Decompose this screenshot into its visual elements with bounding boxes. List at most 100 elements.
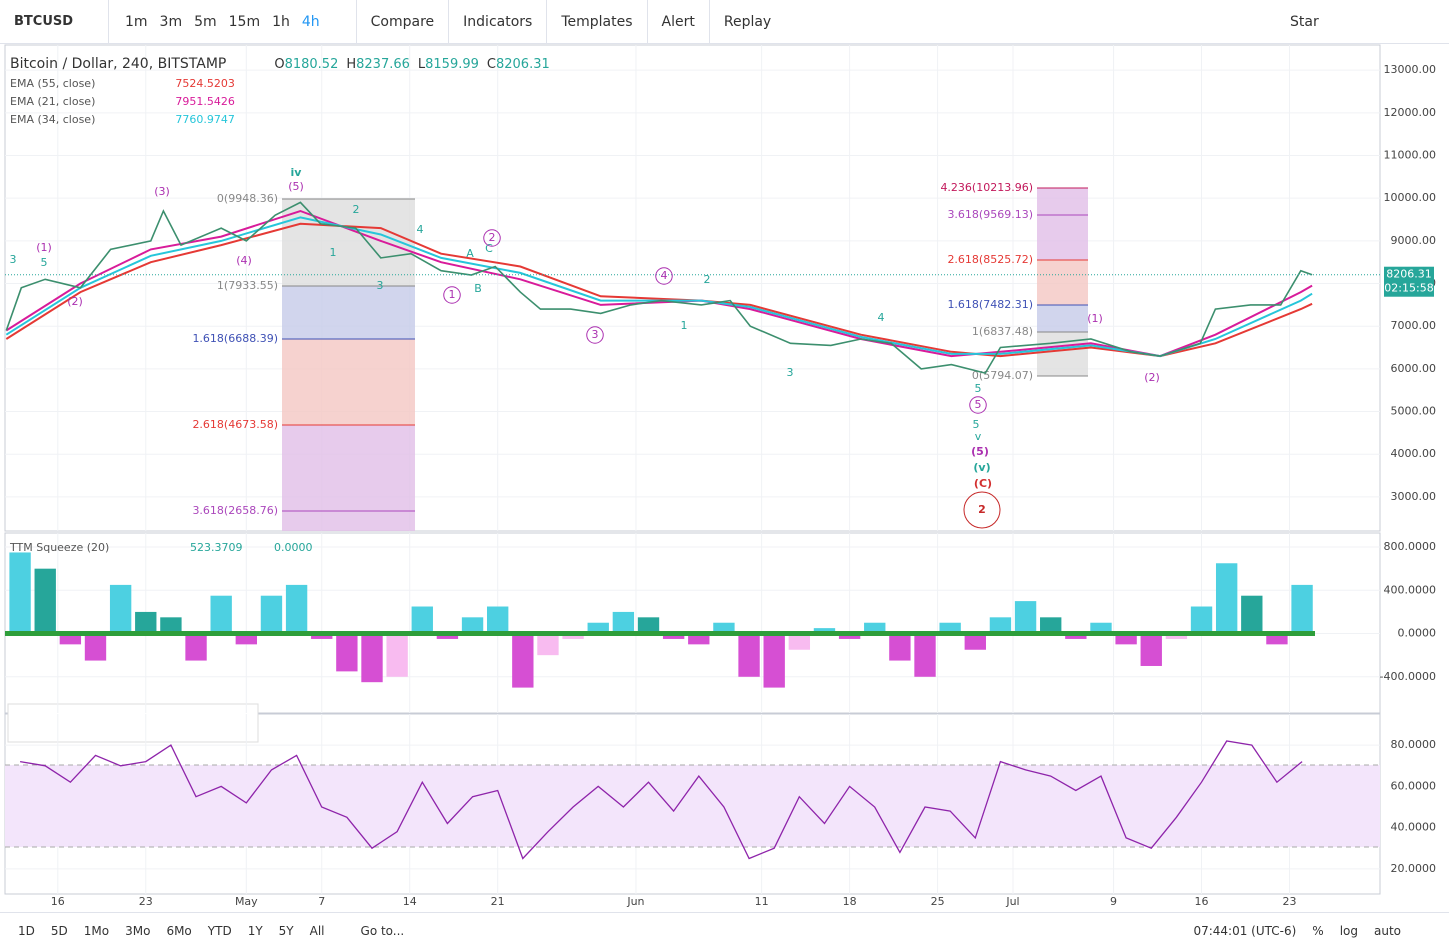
- interval[interactable]: 4h: [301, 13, 320, 30]
- option[interactable]: auto: [1373, 923, 1401, 938]
- y-tick-label: -400.0000: [1380, 670, 1436, 683]
- fib-label: 1(6837.48): [972, 325, 1033, 338]
- rsi-band: [5, 765, 1380, 847]
- range[interactable]: 6Mo: [166, 923, 192, 938]
- range[interactable]: 5Y: [278, 923, 294, 938]
- wave-label: (1): [1087, 312, 1103, 325]
- wave-label: (C): [974, 477, 992, 490]
- ohlc-value: 8180.52: [284, 57, 339, 72]
- wave-circle: [443, 286, 461, 304]
- wave-label: (5): [971, 445, 989, 458]
- range[interactable]: 1Y: [247, 923, 263, 938]
- buttons: Compare Indicators Templates Alert Replay: [355, 0, 786, 44]
- fib-label: 2.618(4673.58): [192, 418, 278, 431]
- range[interactable]: 1D: [18, 923, 35, 938]
- squeeze-bar: [411, 606, 433, 634]
- ranges: 1D 5D 1Mo 3Mo 6Mo YTD 1Y 5Y All: [0, 924, 333, 938]
- squeeze-bar: [1291, 584, 1313, 634]
- toolbar-button[interactable]: Compare: [355, 0, 449, 44]
- x-tick-label: 11: [755, 895, 769, 908]
- wave-label: (v): [973, 461, 990, 474]
- squeeze-bar: [989, 617, 1012, 634]
- toolbar-button[interactable]: Templates: [546, 0, 646, 44]
- y-tick-label: 9000.00: [1391, 234, 1437, 247]
- x-tick-label: May: [235, 895, 258, 908]
- interval[interactable]: 15m: [228, 13, 261, 30]
- fib-box: [1037, 260, 1088, 305]
- wave-label: C: [485, 242, 493, 255]
- price-pane: [4, 44, 1381, 532]
- symbol[interactable]: BTCUSD: [14, 14, 74, 29]
- x-tick-label: 7: [318, 895, 325, 908]
- fib-box: [282, 425, 415, 531]
- study-name: EMA (55, close): [10, 77, 96, 90]
- y-tick-label: 4000.00: [1391, 447, 1437, 460]
- wave-circle: [483, 229, 501, 247]
- wave-label: (3): [154, 185, 170, 198]
- toolbar-button[interactable]: Alert: [646, 0, 709, 44]
- range[interactable]: YTD: [207, 923, 232, 938]
- range[interactable]: 1Mo: [83, 923, 110, 938]
- wave-label: 3: [787, 366, 794, 379]
- interval[interactable]: 1h: [272, 13, 290, 30]
- ohlc-value: 8206.31: [495, 57, 550, 72]
- x-tick-label: 14: [403, 895, 417, 908]
- squeeze-bar: [939, 622, 961, 634]
- wave-label: 1: [449, 288, 456, 301]
- wave-label: 2: [489, 231, 496, 244]
- y-tick-label: 40.0000: [1391, 821, 1437, 834]
- wave-label: 3: [592, 328, 599, 341]
- wave-circle: [969, 396, 987, 414]
- options: % log auto: [1304, 924, 1449, 938]
- squeeze-name: TTM Squeeze (20): [9, 541, 109, 554]
- fib-box: [1037, 332, 1088, 376]
- y-tick-label: 6000.00: [1391, 362, 1437, 375]
- ohlc-key: O: [274, 57, 285, 72]
- fib-label: 2.618(8525.72): [947, 253, 1033, 266]
- study-name: EMA (34, close): [10, 113, 96, 126]
- star-button[interactable]: Star: [1290, 14, 1319, 30]
- squeeze-pane: [4, 532, 1381, 714]
- rsi-line: [19, 740, 1303, 860]
- toolbar-button[interactable]: Replay: [708, 0, 785, 44]
- countdown: 02:15:58: [1384, 282, 1433, 295]
- fib-box: [282, 286, 415, 339]
- range[interactable]: All: [309, 923, 325, 938]
- wave-label: 1: [681, 319, 688, 332]
- x-tick-label: 9: [1110, 895, 1117, 908]
- wave-label: (4): [236, 254, 252, 267]
- option[interactable]: %: [1312, 923, 1324, 938]
- x-tick-label: 25: [931, 895, 945, 908]
- fib-box: [1037, 305, 1088, 332]
- squeeze-bar: [461, 617, 484, 634]
- goto[interactable]: Go to...: [360, 923, 405, 938]
- wave-label: 4: [417, 223, 424, 236]
- drawing-toolbar[interactable]: [7, 703, 259, 743]
- interval[interactable]: 3m: [159, 13, 183, 30]
- squeeze-bar: [185, 633, 207, 661]
- squeeze-bar: [487, 606, 509, 634]
- legend-title: Bitcoin / Dollar, 240, BITSTAMP: [10, 56, 227, 72]
- squeeze-bar: [612, 611, 635, 634]
- wave-label: (2): [1144, 371, 1160, 384]
- squeeze-bar: [9, 552, 31, 634]
- squeeze-bar: [135, 611, 157, 634]
- study: EMA (34, close) 7760.9747: [10, 113, 550, 126]
- bottom-toolbar: 1D 5D 1Mo 3Mo 6Mo YTD 1Y 5Y All Go to... 07:44:0…: [0, 912, 1449, 948]
- option[interactable]: log: [1339, 923, 1358, 938]
- fib-label: 3.618(9569.13): [947, 208, 1033, 221]
- toolbar-button[interactable]: Indicators: [448, 0, 546, 44]
- interval[interactable]: 1m: [125, 13, 148, 30]
- wave-label: 5: [973, 418, 980, 431]
- y-tick-label: 13000.00: [1384, 63, 1437, 76]
- range[interactable]: 3Mo: [125, 923, 151, 938]
- range[interactable]: 5D: [50, 923, 68, 938]
- squeeze-bar: [512, 633, 534, 688]
- interval[interactable]: 5m: [194, 13, 217, 30]
- wave-label: (5): [288, 180, 304, 193]
- wave-circle: [586, 326, 604, 344]
- fib-box: [1037, 188, 1088, 260]
- squeeze-bar: [386, 633, 408, 677]
- y-tick-label: 20.0000: [1391, 862, 1437, 875]
- squeeze-bar: [914, 633, 936, 677]
